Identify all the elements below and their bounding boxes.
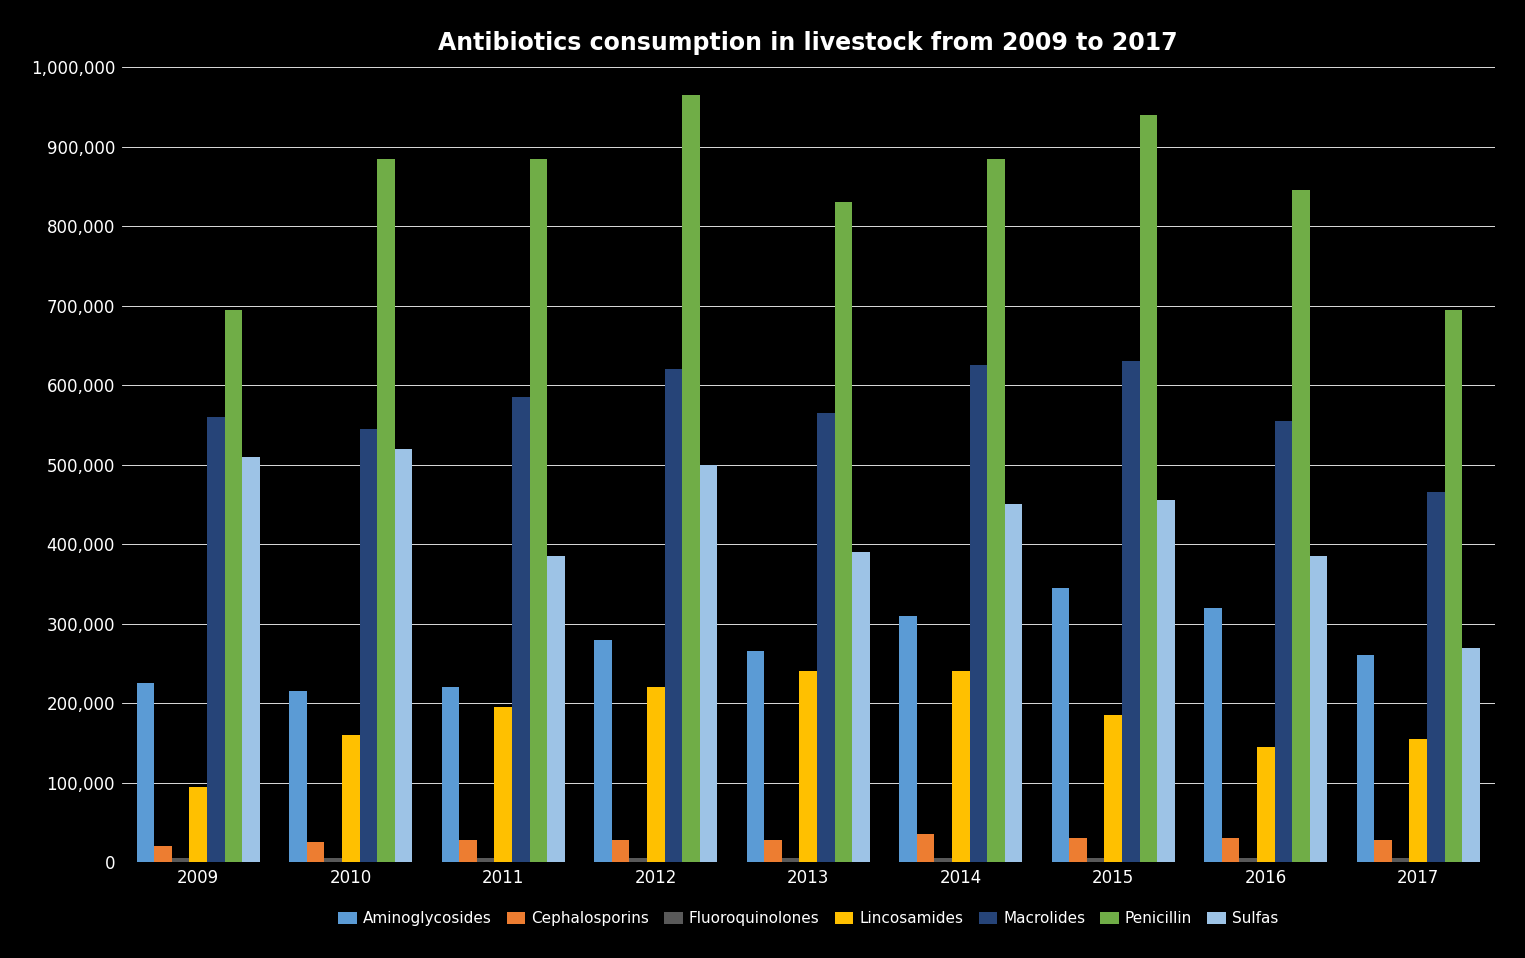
Bar bbox=[395, 448, 412, 862]
Bar bbox=[1069, 838, 1087, 862]
Bar bbox=[852, 552, 869, 862]
Bar bbox=[477, 858, 494, 862]
Bar bbox=[1462, 648, 1479, 862]
Bar bbox=[1357, 655, 1374, 862]
Bar bbox=[1005, 504, 1022, 862]
Bar bbox=[1374, 840, 1392, 862]
Bar bbox=[360, 429, 377, 862]
Bar bbox=[290, 692, 307, 862]
Bar bbox=[325, 858, 342, 862]
Bar bbox=[172, 858, 189, 862]
Bar bbox=[1409, 739, 1427, 862]
Bar bbox=[970, 365, 987, 862]
Bar bbox=[442, 687, 459, 862]
Bar bbox=[207, 417, 224, 862]
Bar bbox=[595, 640, 612, 862]
Bar bbox=[747, 651, 764, 862]
Bar bbox=[1275, 421, 1292, 862]
Bar bbox=[307, 842, 325, 862]
Bar bbox=[137, 683, 154, 862]
Bar bbox=[224, 309, 242, 862]
Bar bbox=[1052, 588, 1069, 862]
Bar bbox=[900, 616, 917, 862]
Bar bbox=[1122, 361, 1139, 862]
Title: Antibiotics consumption in livestock from 2009 to 2017: Antibiotics consumption in livestock fro… bbox=[439, 32, 1177, 56]
Bar bbox=[1222, 838, 1240, 862]
Bar bbox=[782, 858, 799, 862]
Bar bbox=[630, 858, 647, 862]
Bar bbox=[512, 397, 529, 862]
Bar bbox=[987, 158, 1005, 862]
Bar bbox=[459, 840, 477, 862]
Bar bbox=[242, 457, 259, 862]
Bar bbox=[529, 158, 547, 862]
Bar bbox=[547, 556, 564, 862]
Bar bbox=[682, 95, 700, 862]
Bar bbox=[917, 834, 935, 862]
Bar bbox=[764, 840, 782, 862]
Bar bbox=[1444, 309, 1462, 862]
Bar bbox=[700, 465, 717, 862]
Bar bbox=[834, 202, 852, 862]
Bar bbox=[935, 858, 952, 862]
Bar bbox=[612, 840, 630, 862]
Bar bbox=[952, 672, 970, 862]
Bar bbox=[647, 687, 665, 862]
Bar bbox=[665, 369, 682, 862]
Bar bbox=[377, 158, 395, 862]
Bar bbox=[1240, 858, 1257, 862]
Bar bbox=[1139, 115, 1157, 862]
Bar bbox=[494, 707, 512, 862]
Bar bbox=[1104, 715, 1122, 862]
Bar bbox=[1392, 858, 1409, 862]
Bar bbox=[342, 735, 360, 862]
Bar bbox=[189, 787, 207, 862]
Bar bbox=[1087, 858, 1104, 862]
Legend: Aminoglycosides, Cephalosporins, Fluoroquinolones, Lincosamides, Macrolides, Pen: Aminoglycosides, Cephalosporins, Fluoroq… bbox=[339, 911, 1278, 926]
Bar bbox=[1205, 607, 1222, 862]
Bar bbox=[1310, 556, 1327, 862]
Bar bbox=[817, 413, 834, 862]
Bar bbox=[154, 846, 172, 862]
Bar bbox=[1157, 500, 1174, 862]
Bar bbox=[1427, 492, 1444, 862]
Bar bbox=[1292, 191, 1310, 862]
Bar bbox=[799, 672, 817, 862]
Bar bbox=[1257, 747, 1275, 862]
